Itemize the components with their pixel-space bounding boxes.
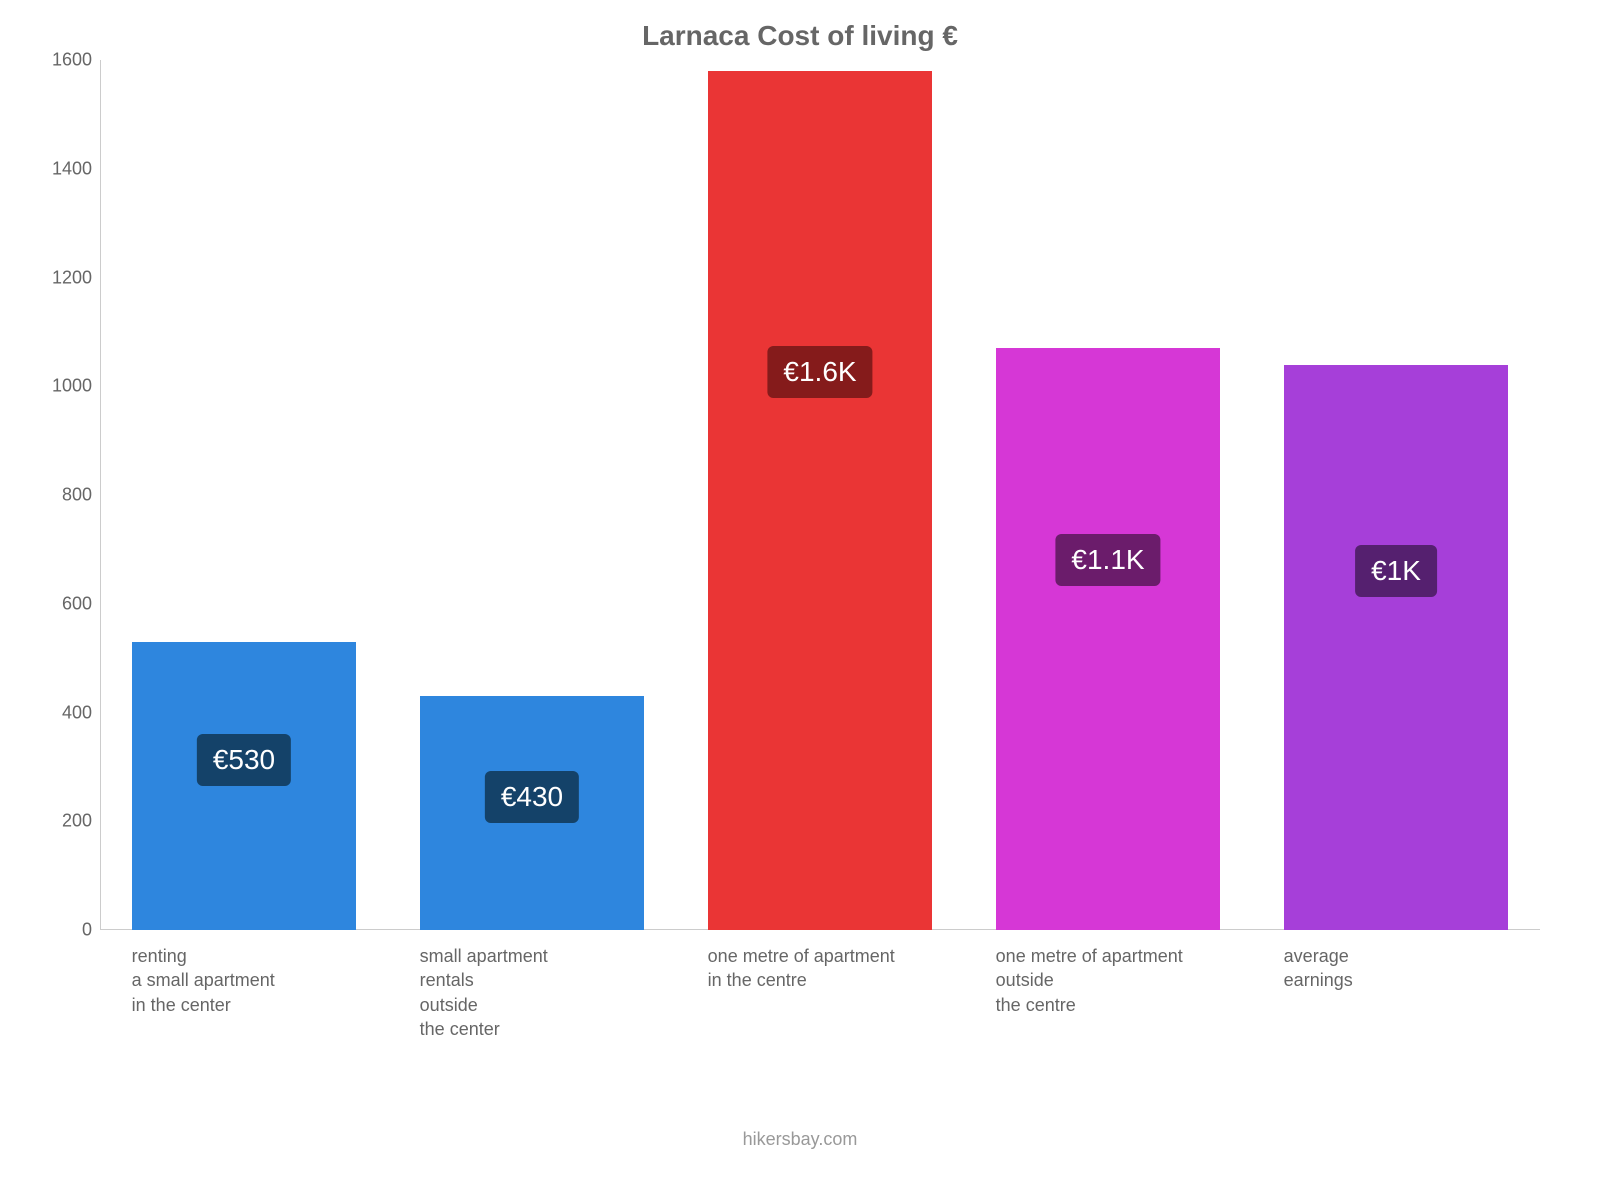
x-label: one metre of apartment outside the centr… [996,944,1284,1017]
bar-rent_center: €530 [132,642,357,930]
bar-metre_center: €1.6K [708,71,933,930]
bar-value-label: €1.1K [1055,534,1160,586]
bar-slot: €430 [420,60,645,930]
x-label: small apartment rentals outside the cent… [420,944,708,1041]
y-tick: 1400 [40,158,92,179]
bar-value-label: €1K [1355,545,1437,597]
cost-of-living-chart: Larnaca Cost of living € 0 200 400 600 800 10… [40,20,1560,1120]
bar-slot: €1.6K [708,60,933,930]
bar-value-label: €1.6K [767,346,872,398]
bar-rent_outside: €430 [420,696,645,930]
y-tick: 800 [40,485,92,506]
chart-title: Larnaca Cost of living € [40,20,1560,52]
x-label: renting a small apartment in the center [132,944,420,1017]
y-tick: 400 [40,702,92,723]
bars-container: €530 €430 €1.6K €1.1K €1K [100,60,1540,930]
bar-slot: €530 [132,60,357,930]
bar-value-label: €530 [197,734,291,786]
bar-slot: €1K [1284,60,1509,930]
y-tick: 600 [40,593,92,614]
y-tick: 1000 [40,376,92,397]
x-axis-labels: renting a small apartment in the centers… [100,930,1540,1090]
y-tick: 0 [40,920,92,941]
bar-slot: €1.1K [996,60,1221,930]
y-axis: 02004006008001000120014001600 [40,60,100,930]
plot-area: 02004006008001000120014001600 €530€430€1… [100,60,1540,930]
y-tick: 1600 [40,50,92,71]
bar-metre_outside: €1.1K [996,348,1221,930]
x-label: one metre of apartment in the centre [708,944,996,993]
attribution: hikersbay.com [40,1129,1560,1150]
y-tick: 1200 [40,267,92,288]
bar-value-label: €430 [485,771,579,823]
y-tick: 200 [40,811,92,832]
bar-earnings: €1K [1284,365,1509,931]
x-label: average earnings [1284,944,1572,993]
